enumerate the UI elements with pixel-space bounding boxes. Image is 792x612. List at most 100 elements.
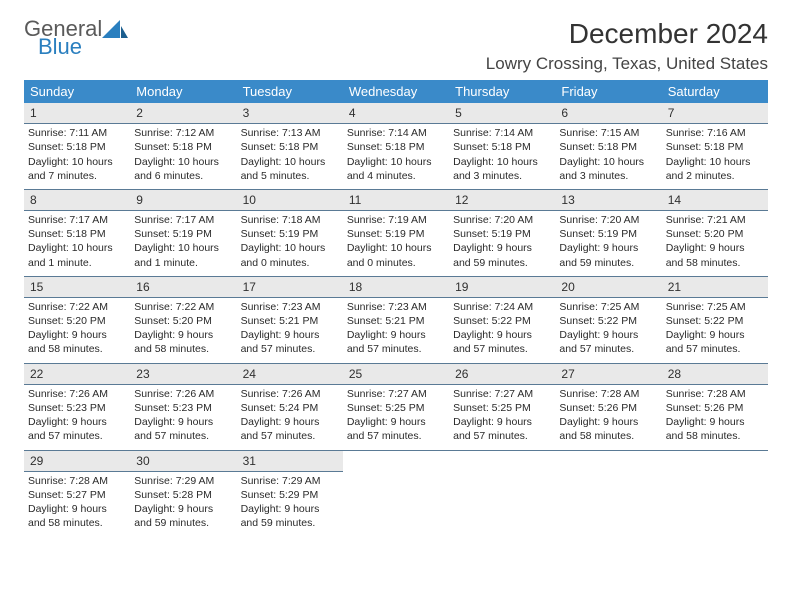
daylight-line: Daylight: 9 hours and 58 minutes.	[28, 502, 126, 530]
sunrise-line: Sunrise: 7:14 AM	[347, 126, 445, 140]
sunset-line: Sunset: 5:19 PM	[453, 227, 551, 241]
daylight-line: Daylight: 9 hours and 59 minutes.	[453, 241, 551, 269]
daylight-line: Daylight: 9 hours and 59 minutes.	[134, 502, 232, 530]
day-number-cell: 17	[237, 276, 343, 297]
header: General Blue December 2024 Lowry Crossin…	[24, 18, 768, 74]
sunrise-line: Sunrise: 7:17 AM	[28, 213, 126, 227]
day-data-cell	[662, 471, 768, 536]
daylight-line: Daylight: 9 hours and 57 minutes.	[559, 328, 657, 356]
day-number-cell: 22	[24, 363, 130, 384]
sunrise-line: Sunrise: 7:26 AM	[241, 387, 339, 401]
day-number-cell: 23	[130, 363, 236, 384]
daylight-line: Daylight: 10 hours and 3 minutes.	[453, 155, 551, 183]
day-number-cell: 16	[130, 276, 236, 297]
sunset-line: Sunset: 5:22 PM	[559, 314, 657, 328]
day-data-cell	[449, 471, 555, 536]
calendar-header: SundayMondayTuesdayWednesdayThursdayFrid…	[24, 80, 768, 103]
sunrise-line: Sunrise: 7:19 AM	[347, 213, 445, 227]
day-data-cell: Sunrise: 7:22 AMSunset: 5:20 PMDaylight:…	[24, 297, 130, 363]
sunrise-line: Sunrise: 7:28 AM	[559, 387, 657, 401]
sunrise-line: Sunrise: 7:17 AM	[134, 213, 232, 227]
daylight-line: Daylight: 10 hours and 7 minutes.	[28, 155, 126, 183]
daylight-line: Daylight: 9 hours and 57 minutes.	[134, 415, 232, 443]
day-number-cell: 14	[662, 189, 768, 210]
daylight-line: Daylight: 10 hours and 3 minutes.	[559, 155, 657, 183]
sunset-line: Sunset: 5:25 PM	[347, 401, 445, 415]
daylight-line: Daylight: 9 hours and 57 minutes.	[241, 328, 339, 356]
day-data-cell: Sunrise: 7:12 AMSunset: 5:18 PMDaylight:…	[130, 124, 236, 190]
daylight-line: Daylight: 9 hours and 57 minutes.	[666, 328, 764, 356]
day-number-cell: 28	[662, 363, 768, 384]
day-number-cell: 15	[24, 276, 130, 297]
sunset-line: Sunset: 5:18 PM	[453, 140, 551, 154]
day-data-cell: Sunrise: 7:25 AMSunset: 5:22 PMDaylight:…	[555, 297, 661, 363]
day-data-cell: Sunrise: 7:27 AMSunset: 5:25 PMDaylight:…	[343, 384, 449, 450]
day-data-cell: Sunrise: 7:14 AMSunset: 5:18 PMDaylight:…	[449, 124, 555, 190]
weekday-header: Friday	[555, 80, 661, 103]
day-data-cell: Sunrise: 7:28 AMSunset: 5:27 PMDaylight:…	[24, 471, 130, 536]
sunset-line: Sunset: 5:22 PM	[666, 314, 764, 328]
daylight-line: Daylight: 10 hours and 0 minutes.	[241, 241, 339, 269]
daylight-line: Daylight: 10 hours and 5 minutes.	[241, 155, 339, 183]
day-number-cell	[449, 450, 555, 471]
day-data-cell: Sunrise: 7:27 AMSunset: 5:25 PMDaylight:…	[449, 384, 555, 450]
sunset-line: Sunset: 5:28 PM	[134, 488, 232, 502]
sunrise-line: Sunrise: 7:26 AM	[134, 387, 232, 401]
sunset-line: Sunset: 5:18 PM	[666, 140, 764, 154]
weekday-header: Tuesday	[237, 80, 343, 103]
day-data-cell: Sunrise: 7:17 AMSunset: 5:19 PMDaylight:…	[130, 211, 236, 277]
day-data-cell: Sunrise: 7:24 AMSunset: 5:22 PMDaylight:…	[449, 297, 555, 363]
weekday-header: Saturday	[662, 80, 768, 103]
sunset-line: Sunset: 5:18 PM	[559, 140, 657, 154]
day-number-cell: 30	[130, 450, 236, 471]
sunrise-line: Sunrise: 7:29 AM	[241, 474, 339, 488]
day-number-cell: 26	[449, 363, 555, 384]
sunrise-line: Sunrise: 7:20 AM	[453, 213, 551, 227]
day-number-cell: 31	[237, 450, 343, 471]
sunrise-line: Sunrise: 7:21 AM	[666, 213, 764, 227]
day-data-cell: Sunrise: 7:22 AMSunset: 5:20 PMDaylight:…	[130, 297, 236, 363]
day-data-row: Sunrise: 7:22 AMSunset: 5:20 PMDaylight:…	[24, 297, 768, 363]
daylight-line: Daylight: 10 hours and 6 minutes.	[134, 155, 232, 183]
title-block: December 2024 Lowry Crossing, Texas, Uni…	[486, 18, 768, 74]
day-data-cell	[555, 471, 661, 536]
daylight-line: Daylight: 9 hours and 57 minutes.	[241, 415, 339, 443]
daylight-line: Daylight: 9 hours and 57 minutes.	[453, 415, 551, 443]
day-data-cell: Sunrise: 7:13 AMSunset: 5:18 PMDaylight:…	[237, 124, 343, 190]
day-number-row: 22232425262728	[24, 363, 768, 384]
sunset-line: Sunset: 5:27 PM	[28, 488, 126, 502]
day-data-cell: Sunrise: 7:16 AMSunset: 5:18 PMDaylight:…	[662, 124, 768, 190]
day-data-cell: Sunrise: 7:20 AMSunset: 5:19 PMDaylight:…	[449, 211, 555, 277]
sunrise-line: Sunrise: 7:29 AM	[134, 474, 232, 488]
day-data-cell: Sunrise: 7:15 AMSunset: 5:18 PMDaylight:…	[555, 124, 661, 190]
daylight-line: Daylight: 10 hours and 0 minutes.	[347, 241, 445, 269]
day-data-cell: Sunrise: 7:25 AMSunset: 5:22 PMDaylight:…	[662, 297, 768, 363]
day-data-cell: Sunrise: 7:23 AMSunset: 5:21 PMDaylight:…	[237, 297, 343, 363]
sunrise-line: Sunrise: 7:25 AM	[666, 300, 764, 314]
day-number-cell: 3	[237, 103, 343, 124]
sunset-line: Sunset: 5:18 PM	[28, 227, 126, 241]
day-number-cell: 5	[449, 103, 555, 124]
day-data-cell: Sunrise: 7:18 AMSunset: 5:19 PMDaylight:…	[237, 211, 343, 277]
daylight-line: Daylight: 10 hours and 4 minutes.	[347, 155, 445, 183]
day-number-cell: 2	[130, 103, 236, 124]
daylight-line: Daylight: 9 hours and 58 minutes.	[666, 241, 764, 269]
day-number-cell: 11	[343, 189, 449, 210]
day-data-cell: Sunrise: 7:21 AMSunset: 5:20 PMDaylight:…	[662, 211, 768, 277]
sunset-line: Sunset: 5:18 PM	[347, 140, 445, 154]
sunrise-line: Sunrise: 7:27 AM	[453, 387, 551, 401]
daylight-line: Daylight: 10 hours and 1 minute.	[28, 241, 126, 269]
day-data-cell: Sunrise: 7:29 AMSunset: 5:28 PMDaylight:…	[130, 471, 236, 536]
weekday-header: Thursday	[449, 80, 555, 103]
sunrise-line: Sunrise: 7:14 AM	[453, 126, 551, 140]
day-data-row: Sunrise: 7:26 AMSunset: 5:23 PMDaylight:…	[24, 384, 768, 450]
day-number-cell	[343, 450, 449, 471]
sunrise-line: Sunrise: 7:27 AM	[347, 387, 445, 401]
day-number-cell: 4	[343, 103, 449, 124]
sunrise-line: Sunrise: 7:23 AM	[241, 300, 339, 314]
daylight-line: Daylight: 9 hours and 58 minutes.	[28, 328, 126, 356]
day-data-cell: Sunrise: 7:29 AMSunset: 5:29 PMDaylight:…	[237, 471, 343, 536]
daylight-line: Daylight: 9 hours and 58 minutes.	[559, 415, 657, 443]
day-number-cell: 29	[24, 450, 130, 471]
day-data-cell: Sunrise: 7:26 AMSunset: 5:23 PMDaylight:…	[130, 384, 236, 450]
